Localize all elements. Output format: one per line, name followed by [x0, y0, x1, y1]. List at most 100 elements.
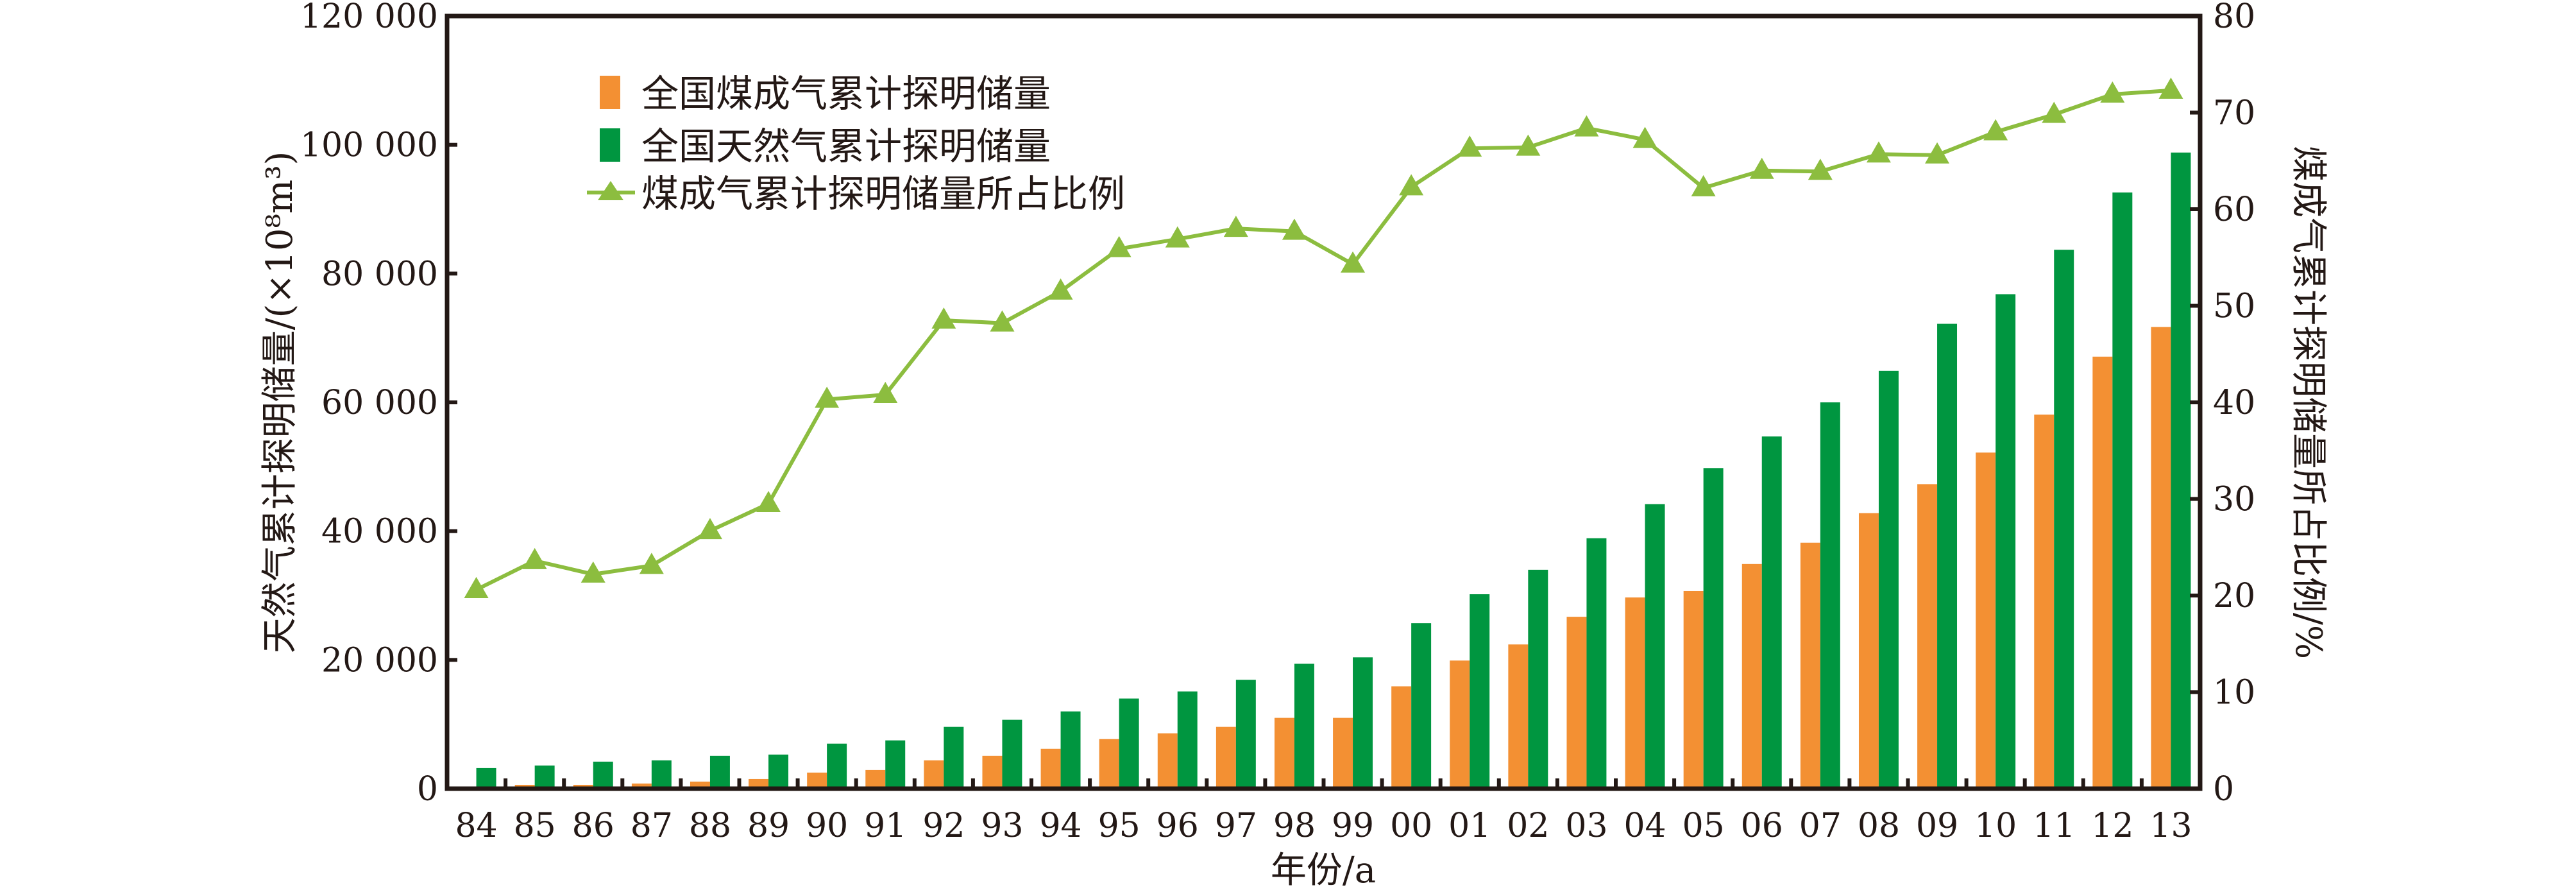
- bar-natgas-89: [768, 754, 789, 789]
- bar-coalgas-94: [1040, 748, 1061, 789]
- bar-coalgas-08: [1858, 513, 1879, 789]
- y-tick-label: 100 000: [300, 126, 438, 165]
- y-tick-label: 80 000: [321, 255, 438, 293]
- x-tick-label: 87: [631, 807, 673, 845]
- x-tick-label: 99: [1332, 807, 1374, 845]
- bar-coalgas-88: [690, 781, 710, 789]
- bar-natgas-97: [1235, 680, 1256, 789]
- bar-coalgas-13: [2151, 327, 2171, 789]
- bar-natgas-04: [1645, 504, 1665, 789]
- legend-swatch-coalgas: [600, 76, 620, 109]
- x-tick-label: 08: [1858, 807, 1900, 845]
- bar-natgas-13: [2171, 152, 2191, 789]
- x-tick-label: 13: [2149, 807, 2192, 845]
- legend-label-natgas: 全国天然气累计探明储量: [641, 124, 1051, 168]
- bar-coalgas-00: [1391, 686, 1412, 789]
- bar-natgas-10: [1996, 294, 2016, 789]
- x-tick-label: 96: [1157, 807, 1199, 845]
- ratio-marker-08: [1866, 141, 1891, 163]
- x-tick-label: 02: [1507, 807, 1549, 845]
- ratio-marker-95: [1106, 236, 1131, 257]
- y-tick-label: 40 000: [321, 513, 438, 551]
- bar-coalgas-96: [1157, 733, 1178, 789]
- bar-coalgas-01: [1450, 660, 1470, 789]
- bar-coalgas-07: [1800, 542, 1820, 789]
- bar-natgas-07: [1820, 402, 1840, 789]
- ratio-marker-00: [1399, 174, 1424, 196]
- bar-coalgas-93: [982, 755, 1003, 789]
- legend-marker-ratio: [598, 181, 623, 200]
- y2-axis-label: 煤成气累计探明储量所占比例/%: [2287, 146, 2329, 659]
- ratio-marker-84: [464, 576, 489, 598]
- x-tick-label: 12: [2091, 807, 2133, 845]
- x-tick-label: 95: [1098, 807, 1140, 845]
- legend-label-coalgas: 全国煤成气累计探明储量: [641, 72, 1051, 116]
- y-tick-label: 60 000: [321, 384, 438, 422]
- bar-natgas-91: [885, 740, 906, 789]
- ratio-marker-88: [697, 518, 722, 540]
- bar-coalgas-04: [1625, 597, 1645, 789]
- bar-natgas-94: [1060, 711, 1081, 789]
- ratio-line-layer: [464, 77, 2183, 598]
- bar-coalgas-95: [1099, 739, 1119, 789]
- x-tick-label: 93: [981, 807, 1023, 845]
- bar-natgas-99: [1353, 657, 1373, 789]
- y2-tick-label: 20: [2213, 577, 2255, 615]
- ratio-marker-86: [580, 561, 606, 583]
- bar-natgas-90: [827, 743, 847, 789]
- y-tick-label: 20 000: [321, 641, 438, 680]
- y2-tick-label: 70: [2213, 94, 2255, 133]
- bar-coalgas-02: [1508, 644, 1529, 789]
- bar-natgas-02: [1528, 569, 1548, 789]
- bar-coalgas-89: [749, 778, 769, 789]
- bar-natgas-92: [944, 726, 964, 789]
- x-tick-label: 06: [1741, 807, 1783, 845]
- bar-coalgas-98: [1274, 717, 1294, 789]
- ratio-marker-07: [1808, 159, 1833, 180]
- legend-label-ratio: 煤成气累计探明储量所占比例: [641, 172, 1125, 216]
- bar-coalgas-12: [2092, 356, 2113, 789]
- ratio-marker-87: [639, 553, 664, 574]
- ratio-marker-93: [990, 310, 1015, 332]
- bar-coalgas-92: [924, 760, 944, 789]
- bar-coalgas-09: [1917, 484, 1938, 789]
- bar-coalgas-99: [1333, 717, 1353, 789]
- ratio-marker-10: [1983, 119, 2008, 141]
- bars-layer: [456, 152, 2191, 789]
- ratio-marker-03: [1574, 115, 1599, 137]
- x-tick-label: 00: [1390, 807, 1432, 845]
- x-tick-label: 86: [572, 807, 614, 845]
- x-tick-label: 01: [1448, 807, 1491, 845]
- x-tick-label: 04: [1623, 807, 1666, 845]
- bar-natgas-88: [709, 755, 730, 789]
- ratio-marker-09: [1925, 142, 1950, 164]
- bar-coalgas-87: [631, 783, 652, 789]
- bar-natgas-08: [1878, 370, 1899, 789]
- x-tick-label: 92: [922, 807, 965, 845]
- x-tick-label: 90: [806, 807, 848, 845]
- ratio-marker-13: [2158, 77, 2183, 99]
- bar-natgas-93: [1002, 719, 1022, 789]
- x-tick-label: 05: [1682, 807, 1725, 845]
- ratio-marker-12: [2100, 81, 2125, 103]
- ratio-marker-94: [1048, 278, 1073, 300]
- ratio-marker-96: [1165, 226, 1190, 248]
- bar-coalgas-05: [1683, 590, 1704, 789]
- x-tick-label: 07: [1799, 807, 1842, 845]
- x-tick-label: 03: [1565, 807, 1607, 845]
- ratio-marker-90: [815, 386, 840, 408]
- bar-coalgas-10: [1976, 452, 1996, 789]
- y2-tick-label: 30: [2213, 481, 2255, 519]
- x-tick-label: 88: [689, 807, 731, 845]
- bar-natgas-03: [1586, 538, 1607, 789]
- y-tick-label: 0: [417, 770, 438, 809]
- x-tick-label: 85: [514, 807, 556, 845]
- ratio-marker-04: [1632, 126, 1657, 148]
- bar-coalgas-90: [807, 772, 827, 789]
- ratio-marker-02: [1516, 134, 1541, 156]
- bar-coalgas-91: [865, 769, 886, 789]
- x-tick-label: 91: [864, 807, 906, 845]
- x-tick-label: 94: [1039, 807, 1081, 845]
- x-tick-label: 98: [1273, 807, 1316, 845]
- legend-swatch-natgas: [600, 128, 620, 162]
